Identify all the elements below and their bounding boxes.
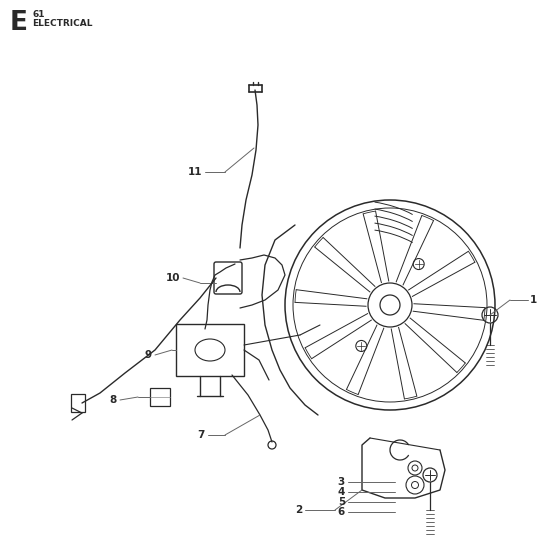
Text: 6: 6 — [338, 507, 345, 517]
Text: 7: 7 — [198, 430, 205, 440]
Bar — [150, 388, 170, 406]
Text: 4: 4 — [338, 487, 345, 497]
Text: 11: 11 — [188, 167, 202, 177]
Text: 2: 2 — [295, 505, 302, 515]
Text: ELECTRICAL: ELECTRICAL — [32, 19, 92, 28]
Text: 9: 9 — [145, 350, 152, 360]
Text: 10: 10 — [166, 273, 180, 283]
Bar — [176, 324, 244, 376]
Text: E: E — [10, 10, 28, 36]
Text: 1: 1 — [530, 295, 537, 305]
Bar — [71, 394, 85, 412]
Text: 5: 5 — [338, 497, 345, 507]
Text: 3: 3 — [338, 477, 345, 487]
Text: 61: 61 — [32, 10, 44, 19]
Text: 8: 8 — [110, 395, 117, 405]
